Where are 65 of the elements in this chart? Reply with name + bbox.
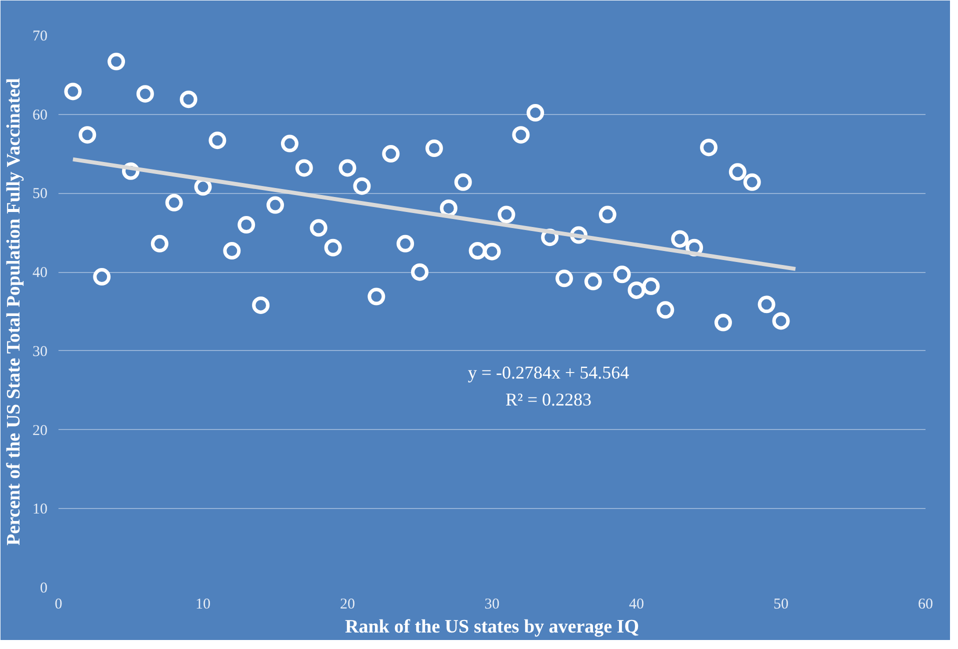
point [454, 173, 472, 191]
point [194, 178, 212, 196]
point [613, 266, 631, 284]
point [266, 196, 284, 214]
point [671, 230, 689, 248]
point [743, 173, 761, 191]
x-tick-label: 60 [918, 596, 933, 612]
y-axis-title: Percent of the US State Total Population Fully Vaccinated [4, 78, 24, 546]
point [93, 268, 111, 286]
x-tick-label: 50 [774, 596, 788, 612]
annotation: R² = 0.2283 [505, 390, 592, 410]
y-tick-label: 60 [32, 107, 48, 124]
point [180, 90, 198, 108]
point [396, 234, 414, 252]
point [324, 238, 342, 256]
point [280, 134, 298, 152]
point [78, 126, 96, 144]
point [238, 216, 256, 234]
point [642, 278, 660, 295]
point [483, 242, 501, 260]
point [526, 104, 544, 122]
point [598, 206, 616, 224]
y-tick-label: 10 [32, 502, 48, 518]
point [498, 206, 516, 224]
point [223, 242, 241, 260]
x-tick-label: 30 [484, 596, 500, 612]
y-tick-label: 70 [32, 28, 48, 44]
point [425, 140, 443, 157]
point [295, 159, 313, 177]
point [108, 52, 126, 70]
point [628, 281, 646, 299]
point [411, 263, 428, 281]
y-tick-label: 50 [32, 186, 48, 202]
point [353, 177, 371, 195]
point [772, 312, 790, 330]
point [338, 159, 356, 177]
annotation: y = -0.2784x + 54.564 [468, 362, 630, 382]
point [208, 132, 226, 150]
point [136, 85, 154, 103]
y-tick-label: 30 [32, 344, 48, 360]
x-tick-label: 0 [54, 596, 62, 612]
x-axis-title: Rank of the US states by average IQ [345, 616, 639, 638]
y-tick-label: 20 [32, 422, 48, 439]
y-tick-label: 40 [32, 265, 48, 282]
point [368, 288, 386, 306]
x-tick-label: 20 [340, 596, 355, 612]
point [656, 301, 674, 319]
point [440, 199, 458, 217]
point [150, 234, 168, 252]
point [252, 296, 270, 314]
point [165, 194, 183, 212]
point [468, 242, 486, 260]
point [700, 138, 718, 156]
x-tick-label: 10 [196, 596, 210, 612]
point [556, 270, 573, 288]
point [714, 314, 732, 332]
point [310, 219, 328, 237]
point [64, 82, 82, 100]
point [512, 126, 530, 144]
point [758, 296, 776, 314]
x-tick-label: 40 [629, 596, 644, 612]
point [584, 272, 602, 290]
point [382, 145, 400, 163]
y-tick-label: 0 [40, 580, 48, 596]
point [728, 163, 746, 181]
